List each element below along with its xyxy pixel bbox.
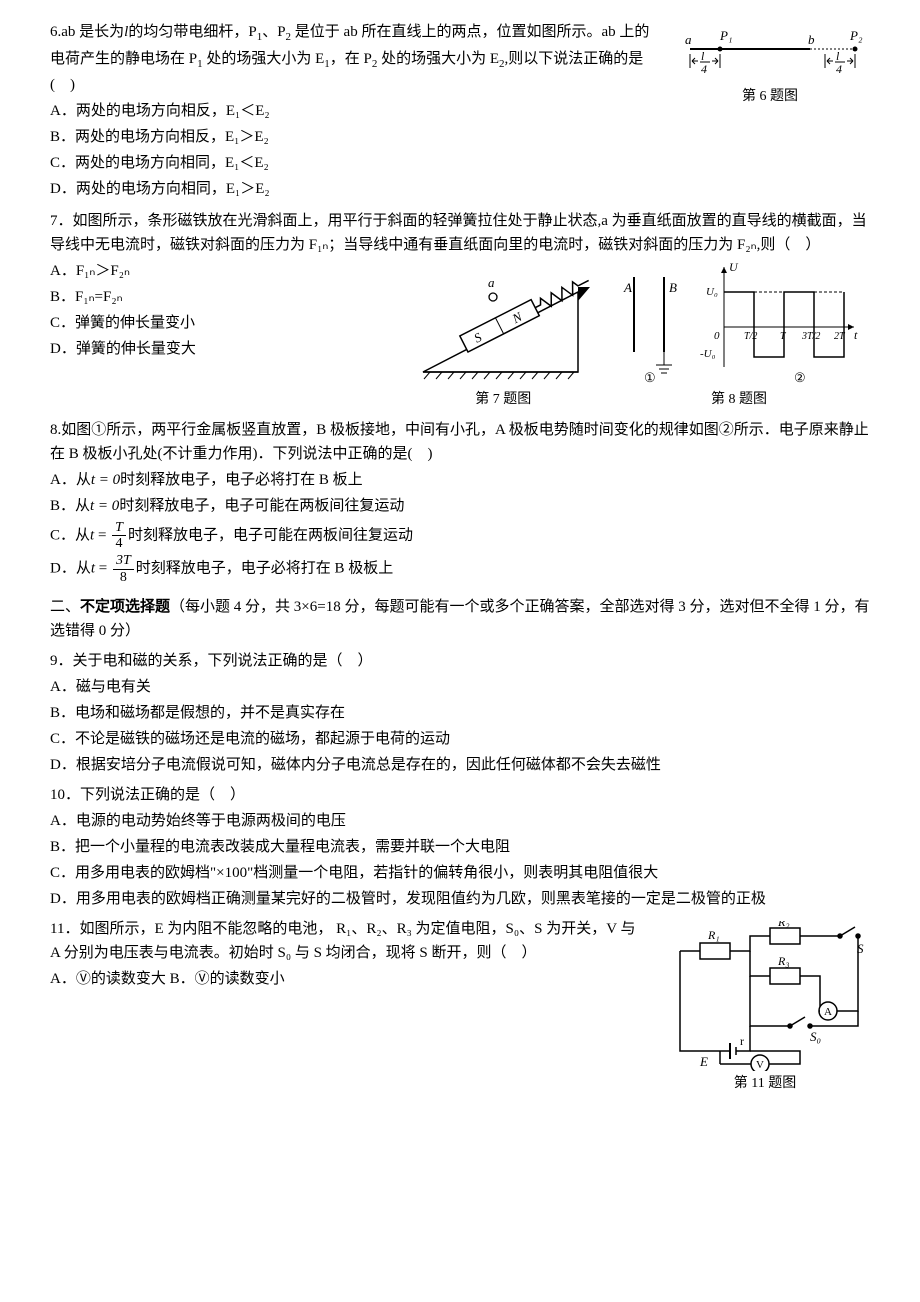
q9-opt-c: C．不论是磁铁的磁场还是电流的磁场，都起源于电荷的运动	[50, 727, 870, 751]
svg-text:T: T	[780, 331, 787, 342]
question-10: 10．下列说法正确的是（ ） A．电源的电动势始终等于电源两极间的电压 B．把一…	[50, 783, 870, 911]
q9-stem: 9．关于电和磁的关系，下列说法正确的是（ ）	[50, 649, 870, 673]
caption-q6: 第 6 题图	[670, 86, 870, 108]
svg-text:2T: 2T	[834, 331, 846, 342]
svg-text:t: t	[854, 328, 858, 342]
svg-text:R₃: R₃	[777, 954, 790, 968]
q6-opt-d: D．两处的电场方向相同，E₁＞E₂	[50, 177, 870, 201]
q8-opt-b: B．从t = 0时刻释放电子，电子可能在两板间往复运动	[50, 494, 870, 518]
q10-opt-d: D．用多用电表的欧姆档正确测量某完好的二极管时，发现阻值约为几欧，则黑表笔接的一…	[50, 887, 870, 911]
svg-text:0: 0	[714, 330, 720, 342]
q10-stem: 10．下列说法正确的是（ ）	[50, 783, 870, 807]
question-11: R₁ R₂ R₃ S S₀ A V E r 第 11 题图 11．如图所示，E …	[50, 917, 870, 1101]
q9-opt-b: B．电场和磁场都是假想的，并不是真实存在	[50, 701, 870, 725]
figure-q8: A B ① U t U₀ -U₀ 0	[614, 257, 864, 411]
q6-stem: 6.ab 是长为l的均匀带电细杆，P1、P2 是位于 ab 所在直线上的两点，位…	[50, 24, 649, 93]
q10-opt-b: B．把一个小量程的电流表改装成大量程电流表，需要并联一个大电阻	[50, 835, 870, 859]
question-7: 7．如图所示，条形磁铁放在光滑斜面上，用平行于斜面的轻弹簧拉住处于静止状态,a …	[50, 209, 870, 411]
svg-text:R₁: R₁	[707, 928, 720, 942]
q7-stem: 7．如图所示，条形磁铁放在光滑斜面上，用平行于斜面的轻弹簧拉住处于静止状态,a …	[50, 209, 870, 257]
diagram-q7: S N a	[408, 257, 598, 387]
svg-text:-U₀: -U₀	[700, 348, 716, 360]
q6-opt-c: C．两处的电场方向相同，E₁＜E₂	[50, 151, 870, 175]
svg-text:U₀: U₀	[706, 286, 718, 298]
question-8: 8.如图①所示，两平行金属板竖直放置，B 极板接地，中间有小孔，A 极板电势随时…	[50, 418, 870, 586]
figure-q11: R₁ R₂ R₃ S S₀ A V E r 第 11 题图	[660, 921, 870, 1095]
svg-text:R₂: R₂	[777, 921, 790, 929]
section-2-title: 二、不定项选择题（每小题 4 分，共 3×6=18 分，每题可能有一个或多个正确…	[50, 595, 870, 643]
diagram-q11: R₁ R₂ R₃ S S₀ A V E r	[660, 921, 870, 1071]
question-6: a P₁ b P₂ l 4 l 4 第 6 题图	[50, 20, 870, 203]
q8-opt-d: D．从t = 3T8时刻释放电子，电子必将打在 B 极板上	[50, 553, 870, 585]
svg-text:U: U	[729, 260, 739, 274]
q6-opt-b: B．两处的电场方向相反，E₁＞E₂	[50, 125, 870, 149]
svg-text:A: A	[623, 280, 632, 295]
svg-text:S: S	[857, 941, 864, 956]
question-9: 9．关于电和磁的关系，下列说法正确的是（ ） A．磁与电有关 B．电场和磁场都是…	[50, 649, 870, 777]
diagram-q8: A B ① U t U₀ -U₀ 0	[614, 257, 864, 387]
svg-text:B: B	[669, 280, 677, 295]
svg-text:l: l	[836, 49, 840, 63]
q8-opt-a: A．从t = 0时刻释放电子，电子必将打在 B 板上	[50, 468, 870, 492]
label-p2: P₂	[849, 28, 863, 43]
svg-text:a: a	[488, 275, 495, 290]
svg-text:②: ②	[794, 370, 806, 385]
q10-opt-a: A．电源的电动势始终等于电源两极间的电压	[50, 809, 870, 833]
svg-text:V: V	[756, 1059, 764, 1071]
svg-text:r: r	[740, 1034, 744, 1048]
q8-stem: 8.如图①所示，两平行金属板竖直放置，B 极板接地，中间有小孔，A 极板电势随时…	[50, 418, 870, 466]
svg-text:A: A	[824, 1006, 832, 1018]
label-a: a	[685, 32, 692, 47]
svg-text:T/2: T/2	[744, 331, 757, 342]
figure-q7: S N a 第 7 题图	[408, 257, 598, 411]
q9-opt-d: D．根据安培分子电流假说可知，磁体内分子电流总是存在的，因此任何磁体都不会失去磁…	[50, 753, 870, 777]
q8-opt-c: C．从t = T4时刻释放电子，电子可能在两板间往复运动	[50, 520, 870, 552]
svg-text:3T/2: 3T/2	[801, 331, 820, 342]
svg-text:4: 4	[836, 62, 842, 76]
svg-text:①: ①	[644, 370, 656, 385]
q10-opt-c: C．用多用电表的欧姆档"×100"档测量一个电阻，若指针的偏转角很小，则表明其电…	[50, 861, 870, 885]
svg-text:4: 4	[701, 62, 707, 76]
label-b: b	[808, 32, 815, 47]
svg-text:E: E	[699, 1054, 708, 1069]
figure-q6: a P₁ b P₂ l 4 l 4 第 6 题图	[670, 24, 870, 108]
q8-options: A．从t = 0时刻释放电子，电子必将打在 B 板上 B．从t = 0时刻释放电…	[50, 468, 870, 586]
label-p1: P₁	[719, 28, 732, 43]
svg-text:S₀: S₀	[810, 1029, 821, 1044]
q9-opt-a: A．磁与电有关	[50, 675, 870, 699]
svg-text:l: l	[701, 49, 705, 63]
figures-q7-q8: S N a 第 7 题图	[402, 257, 870, 411]
q6-options: A．两处的电场方向相反，E₁＜E₂ B．两处的电场方向相反，E₁＞E₂ C．两处…	[50, 99, 870, 201]
diagram-q6: a P₁ b P₂ l 4 l 4	[670, 24, 870, 84]
